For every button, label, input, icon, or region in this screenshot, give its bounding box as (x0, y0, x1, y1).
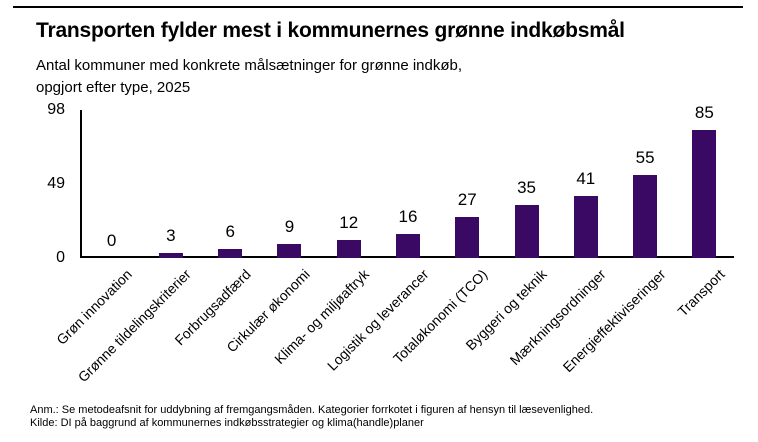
chart-subtitle-line-2: opgjort efter type, 2025 (36, 79, 191, 96)
bar-value-label: 6 (225, 221, 235, 241)
y-axis-tick-label: 0 (56, 249, 65, 266)
bar (514, 205, 539, 258)
footnote-source: Kilde: DI på baggrund af kommunernes ind… (30, 417, 424, 429)
bar-value-label: 35 (517, 178, 536, 198)
bar-value-label: 55 (635, 147, 655, 167)
x-axis-category-label: Energieffektiviseringer (559, 266, 669, 376)
bar (633, 174, 658, 258)
bar (455, 217, 480, 258)
bar (218, 248, 243, 258)
bar (336, 239, 361, 258)
chart-subtitle-line-1: Antal kommuner med konkrete målsætninger… (36, 57, 463, 74)
bar-value-label: 9 (284, 217, 295, 237)
bar-value-label: 41 (576, 169, 596, 189)
bar (158, 253, 183, 258)
y-axis-tick-label: 49 (47, 175, 65, 192)
x-axis-category-label: Transport (674, 266, 728, 320)
bar-value-label: 27 (457, 190, 477, 210)
bar (396, 233, 420, 258)
x-axis-category-label: Logistik og leverancer (323, 266, 432, 374)
chart-footnotes: Anm.: Se metodeafsnit for uddybning af f… (30, 404, 750, 430)
bar-value-label: 0 (106, 231, 117, 250)
bar (692, 129, 717, 258)
bar-value-label: 85 (694, 102, 714, 122)
bar-value-label: 3 (166, 226, 176, 246)
bar-value-label: 12 (339, 212, 359, 232)
chart-subtitle: Antal kommuner med konkrete målsætninger… (36, 55, 736, 99)
top-divider-rule (13, 6, 743, 8)
x-axis-category-label: Grønne tildelingskriterier (75, 266, 195, 386)
chart-title: Transporten fylder mest i kommunernes gr… (36, 19, 625, 42)
bar (277, 244, 302, 258)
bar-value-label: 16 (398, 206, 418, 226)
footnote-note: Anm.: Se metodeafsnit for uddybning af f… (30, 404, 594, 416)
y-axis-tick-label: 98 (47, 101, 65, 118)
bar (573, 196, 598, 258)
